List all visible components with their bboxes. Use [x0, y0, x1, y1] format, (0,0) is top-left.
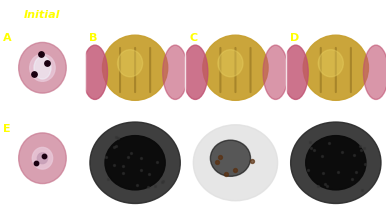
Text: A: A: [3, 33, 12, 43]
Point: [38, 52, 44, 56]
Point: [223, 172, 229, 176]
Point: [311, 149, 317, 152]
Point: [154, 160, 160, 164]
Circle shape: [32, 147, 52, 169]
Point: [138, 168, 144, 172]
Ellipse shape: [34, 56, 51, 79]
Text: PLGA: PLGA: [219, 10, 252, 20]
Point: [134, 183, 140, 186]
Ellipse shape: [218, 50, 243, 77]
Text: B: B: [89, 33, 97, 43]
Circle shape: [30, 54, 55, 81]
Text: Control group: Control group: [95, 10, 176, 20]
Point: [358, 149, 364, 152]
Point: [352, 170, 359, 174]
Point: [160, 179, 166, 182]
Text: G: G: [189, 124, 198, 134]
Point: [152, 185, 158, 188]
Ellipse shape: [102, 35, 168, 100]
Point: [115, 137, 121, 140]
Point: [119, 164, 125, 168]
Ellipse shape: [303, 35, 368, 100]
Point: [351, 154, 357, 157]
Circle shape: [37, 153, 47, 164]
Ellipse shape: [203, 35, 268, 100]
Point: [214, 160, 220, 164]
Circle shape: [291, 122, 381, 203]
Circle shape: [105, 136, 165, 190]
Point: [120, 172, 126, 175]
Ellipse shape: [183, 45, 208, 99]
Point: [113, 144, 119, 148]
Circle shape: [193, 125, 278, 201]
Text: Initial: Initial: [24, 10, 61, 20]
Point: [307, 140, 313, 143]
Point: [335, 171, 342, 174]
Point: [249, 159, 255, 163]
Point: [326, 141, 332, 145]
Point: [103, 155, 109, 158]
Point: [41, 154, 47, 157]
Circle shape: [19, 133, 66, 184]
Point: [144, 186, 151, 189]
Ellipse shape: [364, 45, 386, 99]
Point: [324, 185, 330, 188]
Point: [217, 155, 223, 158]
Point: [320, 171, 326, 175]
Text: H: H: [290, 124, 299, 134]
Point: [359, 188, 366, 191]
Text: D: D: [290, 33, 299, 43]
Point: [31, 72, 37, 76]
Point: [105, 177, 112, 181]
Point: [138, 156, 144, 159]
Point: [322, 182, 328, 185]
Circle shape: [90, 122, 180, 203]
Point: [305, 169, 312, 172]
Point: [361, 146, 367, 150]
Text: PLGA/nHA: PLGA/nHA: [305, 10, 367, 20]
Ellipse shape: [83, 45, 107, 99]
Ellipse shape: [283, 45, 308, 99]
Point: [124, 155, 130, 158]
Point: [357, 144, 363, 147]
Ellipse shape: [318, 50, 344, 77]
Point: [146, 172, 152, 176]
Point: [339, 150, 345, 153]
Text: E: E: [3, 124, 11, 134]
Point: [32, 161, 39, 164]
Point: [362, 163, 368, 166]
Point: [128, 151, 134, 154]
Circle shape: [19, 42, 66, 93]
Point: [44, 62, 50, 65]
Point: [315, 184, 321, 188]
Circle shape: [210, 140, 251, 176]
Point: [113, 136, 119, 139]
Point: [232, 168, 238, 171]
Text: C: C: [189, 33, 197, 43]
Point: [111, 163, 117, 167]
Point: [159, 181, 165, 184]
Circle shape: [306, 136, 366, 190]
Ellipse shape: [117, 50, 142, 77]
Point: [349, 177, 356, 181]
Ellipse shape: [163, 45, 188, 99]
Point: [308, 146, 314, 150]
Point: [111, 146, 117, 149]
Point: [319, 154, 325, 158]
Text: F: F: [89, 124, 96, 134]
Ellipse shape: [263, 45, 288, 99]
